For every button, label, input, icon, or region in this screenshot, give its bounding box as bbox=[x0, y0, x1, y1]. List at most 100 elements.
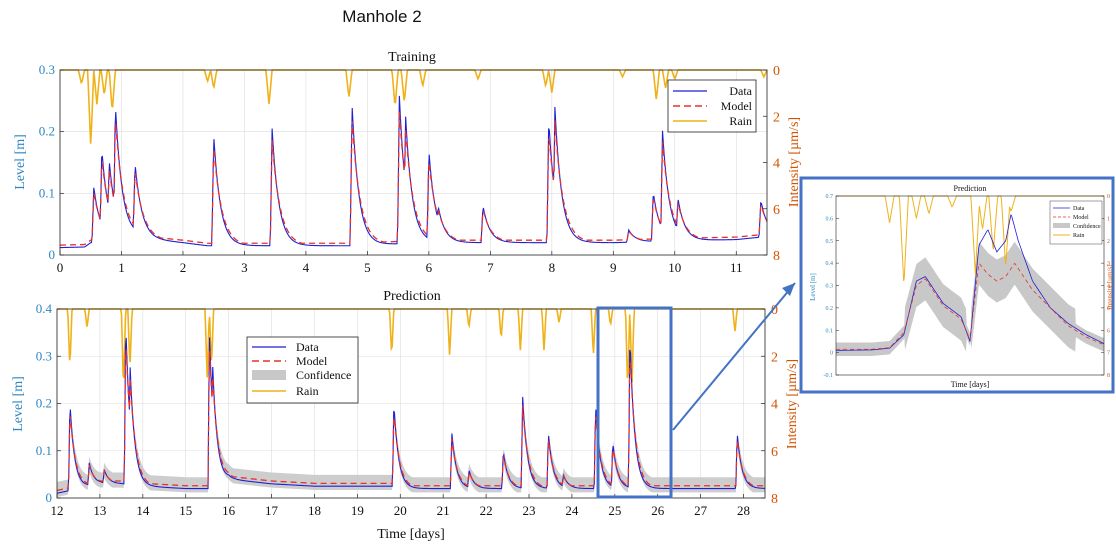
inset-ytick-label: 0 bbox=[830, 351, 833, 357]
p-model-line bbox=[56, 349, 765, 492]
training-legend-data: Data bbox=[729, 84, 752, 98]
inset-title: Prediction bbox=[954, 184, 987, 193]
prediction-xlabel: Time [days] bbox=[377, 527, 445, 542]
inset-y2tick-label: 5 bbox=[1107, 306, 1110, 312]
inset-y2tick-label: 1 bbox=[1107, 216, 1110, 222]
t-y2tick-label: 2 bbox=[773, 110, 780, 125]
inset-ytick-label: 0.1 bbox=[826, 328, 834, 334]
inset-legend-confidence-swatch bbox=[1053, 223, 1070, 228]
p-xtick-label: 13 bbox=[93, 503, 106, 518]
inset-y2tick-label: 6 bbox=[1107, 328, 1110, 334]
prediction-legend-confidence-swatch bbox=[252, 370, 286, 380]
inset-confidence-band bbox=[836, 241, 1104, 356]
p-xtick-label: 28 bbox=[737, 503, 750, 518]
training-axes-box bbox=[59, 69, 768, 256]
prediction-axes: Prediction 12 13 14 15 16 17 18 19 20 21 22 23 24 25 2… bbox=[11, 289, 800, 542]
training-title: Training bbox=[388, 50, 436, 65]
inset-y2tick-label: 0 bbox=[1107, 194, 1110, 200]
prediction-ylabel: Level [m] bbox=[11, 376, 26, 432]
inset-ytick-label: 0.5 bbox=[826, 239, 834, 245]
inset-ytick-label: 0.7 bbox=[826, 194, 834, 200]
training-ticks: 0 1 2 3 4 5 6 7 8 9 10 11 0 0.1 0.2 0.3 0 2 4 6 8 bbox=[39, 62, 780, 275]
t-xtick-label: 10 bbox=[668, 260, 681, 275]
t-xtick-label: 3 bbox=[241, 260, 248, 275]
t-ytick-label: 0 bbox=[49, 247, 56, 262]
p-y2tick-label: 4 bbox=[771, 398, 778, 413]
inset-ylabel: Level [m] bbox=[809, 273, 817, 301]
training-series bbox=[59, 69, 768, 249]
t-y2tick-label: 6 bbox=[773, 203, 780, 218]
p-xtick-label: 21 bbox=[437, 503, 450, 518]
training-legend-rain: Rain bbox=[729, 114, 752, 128]
inset-legend-confidence: Confidence bbox=[1073, 223, 1101, 230]
t-model-line bbox=[59, 110, 768, 246]
p-xtick-label: 15 bbox=[179, 503, 192, 518]
inset-xlabel: Time [days] bbox=[951, 380, 990, 389]
t-y2tick-label: 0 bbox=[773, 64, 780, 79]
prediction-legend-data: Data bbox=[296, 340, 319, 354]
p-xtick-label: 12 bbox=[51, 503, 64, 518]
t-xtick-label: 4 bbox=[303, 260, 310, 275]
t-rain-line bbox=[60, 69, 768, 144]
t-xtick-label: 6 bbox=[426, 260, 433, 275]
p-xtick-label: 26 bbox=[651, 503, 665, 518]
training-legend-model: Model bbox=[721, 99, 753, 113]
zoom-connector-arrowhead bbox=[782, 283, 795, 296]
inset-legend-data: Data bbox=[1073, 206, 1085, 212]
p-ytick-label: 0.3 bbox=[36, 348, 52, 363]
p-xtick-label: 23 bbox=[523, 503, 536, 518]
inset-y2tick-label: 3 bbox=[1107, 261, 1110, 267]
p-ytick-label: 0.2 bbox=[36, 396, 52, 411]
inset-ytick-label: 0.3 bbox=[826, 284, 834, 290]
prediction-legend-model: Model bbox=[296, 354, 328, 368]
t-ytick-label: 0.3 bbox=[39, 62, 55, 77]
p-ytick-label: 0 bbox=[46, 490, 53, 505]
prediction-series bbox=[56, 308, 766, 498]
prediction-title: Prediction bbox=[383, 289, 441, 304]
p-xtick-label: 25 bbox=[608, 503, 621, 518]
inset-ticks: -0.1 0 0.1 0.2 0.3 0.4 0.5 0.6 0.7 0 1 2 3 4 5 6 7 8 bbox=[824, 194, 1111, 379]
t-data-line bbox=[59, 95, 768, 249]
t-xtick-label: 5 bbox=[364, 260, 371, 275]
prediction-y2label: Intensity [µm/s] bbox=[785, 359, 800, 449]
t-xtick-label: 8 bbox=[549, 260, 556, 275]
p-y2tick-label: 0 bbox=[771, 303, 778, 318]
inset-y2tick-label: 4 bbox=[1107, 284, 1110, 290]
t-xtick-label: 0 bbox=[57, 260, 64, 275]
training-legend: Data Model Rain bbox=[667, 79, 757, 133]
t-y2tick-label: 4 bbox=[773, 157, 780, 172]
inset-y2tick-label: 8 bbox=[1107, 373, 1110, 379]
zoom-connector-line bbox=[672, 282, 796, 431]
inset-ytick-label: 0.2 bbox=[826, 306, 834, 312]
training-grid bbox=[59, 70, 767, 255]
inset-ytick-label: 0.4 bbox=[826, 261, 834, 267]
p-xtick-label: 22 bbox=[480, 503, 493, 518]
p-y2tick-label: 8 bbox=[771, 492, 778, 507]
t-ytick-label: 0.1 bbox=[39, 185, 55, 200]
prediction-ticks: 12 13 14 15 16 17 18 19 20 21 22 23 24 25 26 27 2800.10.… bbox=[36, 301, 778, 518]
inset-panel: Prediction -0.1 0 0.1 0.2 0.3 0.4 0.5 0.6 0.7 0 1 2… bbox=[799, 176, 1115, 394]
p-xtick-label: 24 bbox=[565, 503, 579, 518]
inset-legend-rain: Rain bbox=[1073, 233, 1084, 239]
p-y2tick-label: 2 bbox=[771, 350, 778, 365]
p-xtick-label: 20 bbox=[394, 503, 407, 518]
t-y2tick-label: 8 bbox=[773, 249, 780, 264]
inset-y2tick-label: 7 bbox=[1107, 351, 1110, 357]
p-xtick-label: 14 bbox=[136, 503, 150, 518]
t-xtick-label: 11 bbox=[730, 260, 743, 275]
inset-legend: Data Model Confidence Rain bbox=[1049, 200, 1103, 245]
p-rain-line bbox=[57, 308, 765, 383]
p-ytick-label: 0.4 bbox=[36, 301, 53, 316]
training-ylabel: Level [m] bbox=[13, 134, 28, 190]
training-legend-box bbox=[667, 79, 757, 133]
p-ytick-label: 0.1 bbox=[36, 443, 52, 458]
p-xtick-label: 16 bbox=[222, 503, 236, 518]
p-y2tick-label: 6 bbox=[771, 445, 778, 460]
training-axes: Training 0 1 2 3 4 5 6 7 8 9 10 11 0 0.1 0.2 0.3 0 2 4 6 8 L… bbox=[13, 50, 802, 275]
prediction-legend-confidence: Confidence bbox=[296, 368, 351, 382]
inset-ytick-label: 0.6 bbox=[826, 216, 834, 222]
inset-legend-model: Model bbox=[1073, 215, 1089, 221]
inset-data-line bbox=[835, 214, 1105, 351]
zoom-highlight-box bbox=[596, 306, 673, 499]
prediction-legend-rain: Rain bbox=[296, 384, 319, 398]
